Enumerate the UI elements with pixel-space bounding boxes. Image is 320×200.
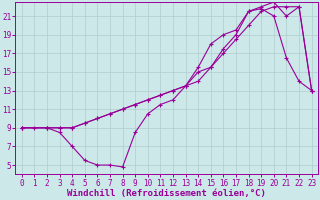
X-axis label: Windchill (Refroidissement éolien,°C): Windchill (Refroidissement éolien,°C) [67, 189, 266, 198]
